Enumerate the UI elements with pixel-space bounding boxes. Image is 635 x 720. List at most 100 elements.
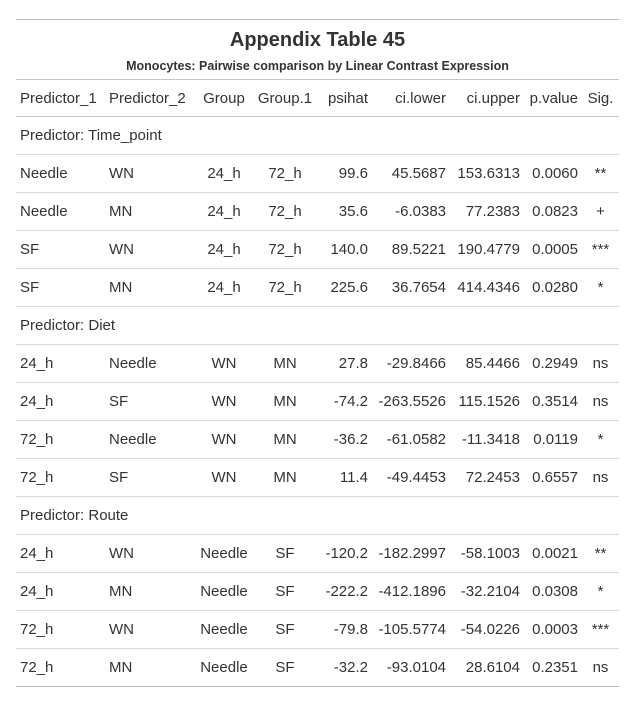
cell-psihat: -79.8 <box>317 610 372 649</box>
cell-ci-upper: 28.6104 <box>450 648 524 687</box>
cell-psihat: 140.0 <box>317 230 372 269</box>
cell-group: WN <box>195 382 253 421</box>
cell-sig: * <box>582 572 619 611</box>
table-row: SF WN 24_h 72_h 140.0 89.5221 190.4779 0.0005 **… <box>16 230 619 269</box>
cell-predictor-2: WN <box>105 230 195 269</box>
cell-sig: + <box>582 192 619 231</box>
cell-group-1: MN <box>253 382 317 421</box>
cell-psihat: -74.2 <box>317 382 372 421</box>
col-header-group: Group <box>195 79 253 117</box>
cell-ci-lower: -61.0582 <box>372 420 450 459</box>
cell-p-value: 0.0003 <box>524 610 582 649</box>
table-row: 72_h SF WN MN 11.4 -49.4453 72.2453 0.6557 ns <box>16 458 619 497</box>
cell-psihat: 225.6 <box>317 268 372 307</box>
cell-group-1: SF <box>253 610 317 649</box>
cell-predictor-1: SF <box>16 268 105 307</box>
cell-predictor-1: SF <box>16 230 105 269</box>
cell-ci-lower: -29.8466 <box>372 344 450 383</box>
cell-p-value: 0.0308 <box>524 572 582 611</box>
cell-predictor-2: SF <box>105 458 195 497</box>
cell-ci-upper: 85.4466 <box>450 344 524 383</box>
table-row: 24_h SF WN MN -74.2 -263.5526 115.1526 0.3514 ns <box>16 382 619 421</box>
section-label: Predictor: Diet <box>16 306 619 345</box>
cell-predictor-2: WN <box>105 154 195 193</box>
cell-sig: *** <box>582 610 619 649</box>
cell-psihat: -222.2 <box>317 572 372 611</box>
col-header-predictor-1: Predictor_1 <box>16 79 105 117</box>
cell-p-value: 0.0060 <box>524 154 582 193</box>
table-row: 24_h WN Needle SF -120.2 -182.2997 -58.1003 0.0… <box>16 534 619 573</box>
table-row: 24_h MN Needle SF -222.2 -412.1896 -32.2104 0.0… <box>16 572 619 611</box>
cell-predictor-2: MN <box>105 192 195 231</box>
cell-predictor-1: 24_h <box>16 534 105 573</box>
cell-ci-lower: -412.1896 <box>372 572 450 611</box>
cell-group: Needle <box>195 610 253 649</box>
cell-psihat: -120.2 <box>317 534 372 573</box>
col-header-p-value: p.value <box>524 79 582 117</box>
col-header-psihat: psihat <box>317 79 372 117</box>
cell-sig: * <box>582 420 619 459</box>
cell-ci-upper: -11.3418 <box>450 420 524 459</box>
table-row: 72_h Needle WN MN -36.2 -61.0582 -11.3418 0.011… <box>16 420 619 459</box>
cell-p-value: 0.0021 <box>524 534 582 573</box>
cell-group-1: 72_h <box>253 154 317 193</box>
cell-group: 24_h <box>195 230 253 269</box>
cell-group: 24_h <box>195 192 253 231</box>
cell-group-1: 72_h <box>253 230 317 269</box>
cell-predictor-1: 24_h <box>16 382 105 421</box>
cell-group: Needle <box>195 572 253 611</box>
cell-sig: ns <box>582 382 619 421</box>
cell-group: WN <box>195 344 253 383</box>
cell-p-value: 0.6557 <box>524 458 582 497</box>
cell-predictor-1: 24_h <box>16 344 105 383</box>
cell-predictor-1: 72_h <box>16 610 105 649</box>
cell-predictor-1: Needle <box>16 154 105 193</box>
cell-ci-upper: -32.2104 <box>450 572 524 611</box>
cell-predictor-1: 72_h <box>16 420 105 459</box>
cell-sig: ns <box>582 648 619 687</box>
section-label: Predictor: Route <box>16 496 619 535</box>
table-row: 72_h MN Needle SF -32.2 -93.0104 28.6104 0.2351… <box>16 648 619 687</box>
cell-group-1: MN <box>253 420 317 459</box>
cell-ci-upper: 77.2383 <box>450 192 524 231</box>
cell-predictor-1: Needle <box>16 192 105 231</box>
cell-predictor-2: Needle <box>105 420 195 459</box>
table-subtitle: Monocytes: Pairwise comparison by Linear… <box>126 59 509 73</box>
cell-group: Needle <box>195 648 253 687</box>
cell-predictor-2: WN <box>105 534 195 573</box>
header-row: Predictor_1 Predictor_2 Group Group.1 ps… <box>16 79 619 117</box>
section-label: Predictor: Time_point <box>16 116 619 155</box>
cell-ci-upper: 190.4779 <box>450 230 524 269</box>
cell-group-1: SF <box>253 572 317 611</box>
cell-ci-upper: 115.1526 <box>450 382 524 421</box>
cell-psihat: 11.4 <box>317 458 372 497</box>
cell-predictor-2: MN <box>105 268 195 307</box>
cell-sig: ** <box>582 534 619 573</box>
cell-predictor-2: SF <box>105 382 195 421</box>
cell-predictor-2: MN <box>105 572 195 611</box>
cell-p-value: 0.2351 <box>524 648 582 687</box>
comparison-table: Predictor_1 Predictor_2 Group Group.1 ps… <box>16 79 619 687</box>
cell-group: Needle <box>195 534 253 573</box>
cell-p-value: 0.2949 <box>524 344 582 383</box>
cell-group-1: SF <box>253 648 317 687</box>
cell-psihat: 99.6 <box>317 154 372 193</box>
cell-sig: ns <box>582 458 619 497</box>
cell-sig: * <box>582 268 619 307</box>
cell-psihat: 35.6 <box>317 192 372 231</box>
cell-ci-lower: 89.5221 <box>372 230 450 269</box>
cell-ci-upper: 153.6313 <box>450 154 524 193</box>
top-rule <box>16 19 619 20</box>
cell-predictor-2: WN <box>105 610 195 649</box>
cell-ci-upper: 414.4346 <box>450 268 524 307</box>
cell-ci-lower: -93.0104 <box>372 648 450 687</box>
cell-sig: ** <box>582 154 619 193</box>
cell-sig: *** <box>582 230 619 269</box>
cell-group: WN <box>195 420 253 459</box>
table-title: Appendix Table 45 <box>229 29 406 51</box>
table-row: 24_h Needle WN MN 27.8 -29.8466 85.4466 0.2949 n… <box>16 344 619 383</box>
section-row: Predictor: Diet <box>16 306 619 345</box>
col-header-ci-upper: ci.upper <box>450 79 524 117</box>
cell-predictor-1: 72_h <box>16 648 105 687</box>
